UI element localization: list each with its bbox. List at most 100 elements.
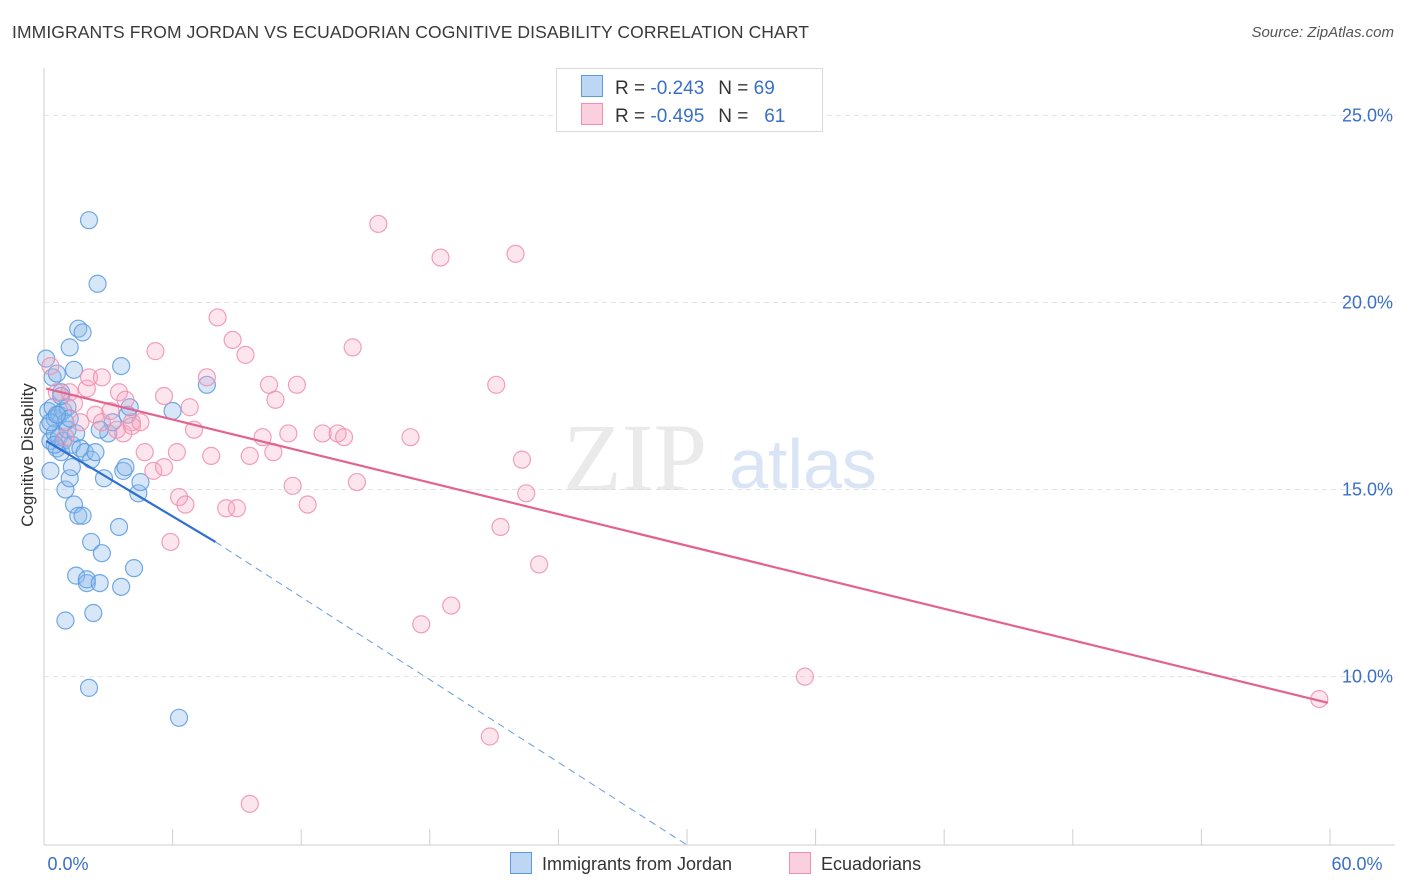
data-point-ecuadorians (795, 667, 814, 686)
data-point-ecuadorians (227, 499, 246, 518)
y-tick-label: 10.0% (1342, 667, 1393, 687)
data-point-ecuadorians (169, 487, 189, 507)
data-point-jordan (73, 506, 92, 525)
data-point-jordan (67, 566, 86, 585)
data-point-ecuadorians (240, 446, 259, 465)
legend-n-value: 61 (764, 106, 786, 127)
tick-labels: 10.0% 15.0% 20.0% 25.0% 0.0% 60.0% (47, 105, 1393, 874)
data-point-ecuadorians (442, 596, 461, 615)
legend-row-ecuadorians: R = -0.495 N = 61 (581, 103, 785, 128)
data-point-jordan (116, 458, 135, 477)
data-point-ecuadorians (401, 428, 420, 447)
data-point-ecuadorians (512, 450, 532, 469)
data-point-jordan (41, 461, 60, 480)
bottom-legend-swatch-ecuadorians (789, 852, 811, 874)
data-point-ecuadorians (208, 308, 227, 327)
data-point-ecuadorians (240, 794, 259, 813)
watermark-zip: ZIP (563, 404, 707, 511)
data-point-ecuadorians (56, 428, 75, 447)
regression-extension-jordan (215, 541, 688, 846)
data-point-ecuadorians (313, 424, 332, 443)
data-point-ecuadorians (92, 368, 111, 387)
data-point-ecuadorians (517, 484, 536, 503)
legend-r-label: R = (615, 78, 646, 99)
data-point-jordan (75, 443, 94, 462)
data-point-ecuadorians (223, 330, 242, 350)
legend-n-label: N = (718, 78, 749, 99)
watermark-atlas: atlas (729, 425, 877, 503)
regression-line-jordan (45, 439, 217, 543)
data-point-ecuadorians (161, 532, 180, 552)
data-point-ecuadorians (197, 368, 216, 387)
data-point-jordan (92, 544, 111, 563)
data-point-ecuadorians (146, 342, 165, 361)
data-point-ecuadorians (283, 476, 302, 495)
data-point-ecuadorians (334, 428, 354, 447)
data-point-ecuadorians (491, 517, 510, 537)
data-point-jordan (67, 424, 86, 443)
x-tick-label: 60.0% (1331, 854, 1382, 874)
data-point-jordan (62, 458, 81, 477)
data-point-ecuadorians (135, 443, 154, 462)
data-point-ecuadorians (259, 375, 279, 394)
legend-r-value: -0.495 (650, 106, 705, 127)
correlation-legend: R = -0.243 N = 69 R = -0.495 N = 61 (556, 68, 823, 132)
data-point-ecuadorians (101, 401, 120, 421)
data-point-ecuadorians (202, 446, 221, 465)
data-point-ecuadorians (41, 356, 60, 376)
data-points (37, 211, 1329, 813)
data-point-ecuadorians (167, 443, 186, 462)
data-point-ecuadorians (176, 495, 195, 514)
data-point-ecuadorians (131, 413, 150, 432)
data-point-ecuadorians (506, 244, 525, 263)
bottom-legend-ecuadorians: Ecuadorians (789, 852, 921, 875)
regression-lines (45, 387, 1329, 846)
source-label: Source: ZipAtlas.com (1251, 24, 1394, 41)
data-point-ecuadorians (480, 727, 499, 746)
gridlines (44, 114, 1395, 678)
data-point-jordan (47, 405, 66, 424)
regression-line-ecuadorians (45, 387, 1329, 704)
chart-title: IMMIGRANTS FROM JORDAN VS ECUADORIAN COG… (12, 22, 810, 42)
data-point-jordan (69, 506, 88, 525)
data-point-ecuadorians (71, 413, 90, 432)
data-point-ecuadorians (154, 458, 174, 477)
legend-row-jordan: R = -0.243 N = 69 (581, 75, 775, 100)
data-point-jordan (84, 603, 103, 623)
data-point-jordan (163, 401, 182, 421)
data-point-ecuadorians (154, 386, 174, 406)
data-point-ecuadorians (109, 383, 129, 402)
data-point-jordan (131, 472, 150, 492)
y-tick-label: 20.0% (1342, 292, 1393, 312)
bottom-legend-label-jordan: Immigrants from Jordan (542, 854, 733, 874)
data-point-jordan (60, 469, 79, 488)
y-tick-label: 25.0% (1342, 105, 1393, 125)
data-point-ecuadorians (412, 615, 431, 634)
data-point-ecuadorians (347, 472, 367, 492)
legend-r-label: R = (615, 106, 646, 127)
data-point-jordan (41, 413, 60, 432)
data-point-jordan (60, 338, 79, 357)
data-point-jordan (109, 517, 129, 537)
data-point-ecuadorians (144, 461, 163, 480)
data-point-jordan (88, 274, 107, 293)
data-point-jordan (56, 611, 75, 630)
bottom-legend-jordan: Immigrants from Jordan (510, 852, 732, 875)
data-point-jordan (112, 577, 131, 596)
x-tick-label: 0.0% (47, 854, 88, 874)
data-point-ecuadorians (279, 424, 298, 443)
legend-swatch-ecuadorians (581, 103, 603, 125)
data-point-jordan (64, 360, 84, 379)
data-point-ecuadorians (287, 375, 307, 394)
data-point-ecuadorians (236, 345, 255, 364)
data-point-ecuadorians (530, 555, 549, 574)
data-point-ecuadorians (180, 398, 199, 417)
data-point-ecuadorians (77, 379, 96, 398)
data-point-jordan (86, 443, 105, 462)
data-point-ecuadorians (487, 375, 506, 394)
data-point-ecuadorians (266, 390, 285, 409)
data-point-jordan (112, 356, 131, 376)
legend-swatch-jordan (581, 75, 603, 97)
bottom-legend-label-ecuadorians: Ecuadorians (821, 854, 922, 874)
